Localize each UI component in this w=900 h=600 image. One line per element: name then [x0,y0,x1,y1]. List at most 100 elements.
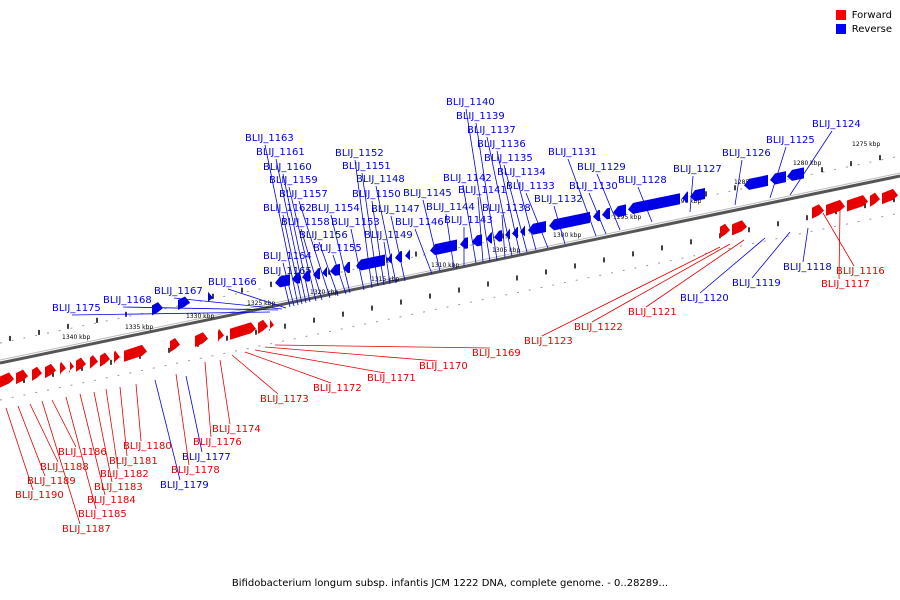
reverse-gene-leader [445,213,455,269]
forward-gene-label: BLIJ_1185 [78,509,127,520]
reverse-gene-block [292,272,300,284]
reverse-gene-leader [596,173,621,231]
scale-label: 1340 kbp [62,334,90,341]
forward-gene-label: BLIJ_1116 [836,266,885,277]
reverse-gene-label: BLIJ_1165 [263,266,312,277]
scale-label: 1320 kbp [310,289,338,296]
forward-gene-block [100,352,110,367]
forward-gene-label: BLIJ_1122 [574,322,623,333]
forward-swatch [835,10,846,20]
reverse-gene-leader [275,158,307,304]
reverse-gene-leader [264,144,299,306]
reverse-gene-label: BLIJ_1148 [356,174,405,185]
figure-caption: Bifidobacterium longum subsp. infantis J… [231,578,669,589]
reverse-gene-label: BLIJ_1162 [263,203,312,214]
reverse-gene-block [602,207,610,220]
forward-gene-leader [5,407,34,491]
reverse-gene-leader [288,186,317,302]
forward-gene-label: BLIJ_1182 [100,469,149,480]
reverse-gene-label: BLIJ_1160 [263,162,312,173]
reverse-gene-label: BLIJ_1156 [299,230,348,241]
scale-label: 1275 kbp [852,141,880,148]
forward-gene-leader [135,383,142,442]
forward-gene-leader [264,346,438,362]
forward-gene-label: BLIJ_1178 [171,465,220,476]
forward-gene-leader [838,209,841,280]
reverse-gene-block [343,261,350,274]
reverse-gene-label: BLIJ_1175 [52,303,101,314]
forward-gene-label: BLIJ_1174 [212,424,261,435]
reverse-gene-label: BLIJ_1127 [673,164,722,175]
reverse-gene-leader [350,228,365,291]
reverse-gene-label: BLIJ_1126 [722,148,771,159]
reverse-gene-label: BLIJ_1136 [477,139,526,150]
reverse-gene-leader [185,375,203,453]
forward-gene-block [76,357,86,372]
reverse-gene-leader [699,237,766,294]
forward-gene-leader [254,349,386,374]
reverse-gene-block [178,296,190,311]
scale-label: 1330 kbp [186,313,214,320]
forward-gene-block [812,204,824,219]
forward-gene-label: BLIJ_1189 [27,476,76,487]
reverse-gene-block [472,234,482,247]
reverse-gene-leader [462,184,477,264]
reverse-gene-block [549,211,590,231]
forward-gene-leader [51,399,77,448]
forward-gene-block [826,199,845,216]
reverse-gene-label: BLIJ_1140 [446,97,495,108]
reverse-gene-leader [422,199,441,272]
legend-label-forward: Forward [851,9,892,21]
scale-label: 1310 kbp [431,262,459,269]
reverse-gene-block [494,230,502,242]
forward-gene-block [170,338,180,353]
forward-gene-label: BLIJ_1181 [109,456,158,467]
reverse-gene-leader [751,231,791,279]
forward-gene-label: BLIJ_1117 [821,279,870,290]
reverse-gene-block [208,291,213,304]
reverse-gene-leader [122,306,279,311]
reverse-gene-leader [734,159,743,206]
reverse-gene-block [302,270,310,282]
reverse-gene-leader [154,379,181,481]
reverse-gene-leader [769,146,787,199]
reverse-gene-block [593,209,600,222]
forward-gene-leader [591,243,731,323]
reverse-gene-label: BLIJ_1131 [548,147,597,158]
forward-gene-block [114,350,120,364]
forward-gene-leader [274,344,491,349]
forward-gene-leader [541,246,721,337]
forward-gene-block [124,344,147,362]
reverse-gene-leader [567,158,597,237]
forward-gene-leader [93,391,113,483]
reverse-gene-leader [282,173,311,303]
reverse-gene-leader [475,122,498,261]
reverse-gene-label: BLIJ_1143 [444,215,493,226]
reverse-gene-block [628,193,680,214]
reverse-gene-leader [371,200,385,286]
reverse-gene-leader [486,136,513,257]
forward-gene-block [847,195,868,212]
forward-gene-leader [231,354,279,395]
reverse-gene-label: BLIJ_1137 [467,125,516,136]
legend-label-reverse: Reverse [851,23,892,35]
reverse-gene-label: BLIJ_1154 [311,203,360,214]
forward-gene-block [882,188,898,205]
reverse-gene-label: BLIJ_1129 [577,162,626,173]
forward-gene-leader [204,361,212,438]
reverse-gene-leader [282,214,303,305]
forward-gene-leader [175,373,190,466]
reverse-gene-label: BLIJ_1158 [281,217,330,228]
reverse-gene-label: BLIJ_1144 [426,202,475,213]
reverse-gene-label: BLIJ_1168 [103,295,152,306]
reverse-gene-block [356,254,385,271]
reverse-gene-leader [477,196,484,263]
reverse-gene-leader [637,186,653,223]
scale-label: 1300 kbp [553,232,581,239]
reverse-gene-leader [375,185,397,284]
scale-label: 1335 kbp [125,324,153,331]
forward-gene-block [218,328,224,343]
reverse-gene-label: BLIJ_1139 [456,111,505,122]
forward-gene-block [870,192,880,207]
reverse-gene-label: BLIJ_1153 [331,217,380,228]
